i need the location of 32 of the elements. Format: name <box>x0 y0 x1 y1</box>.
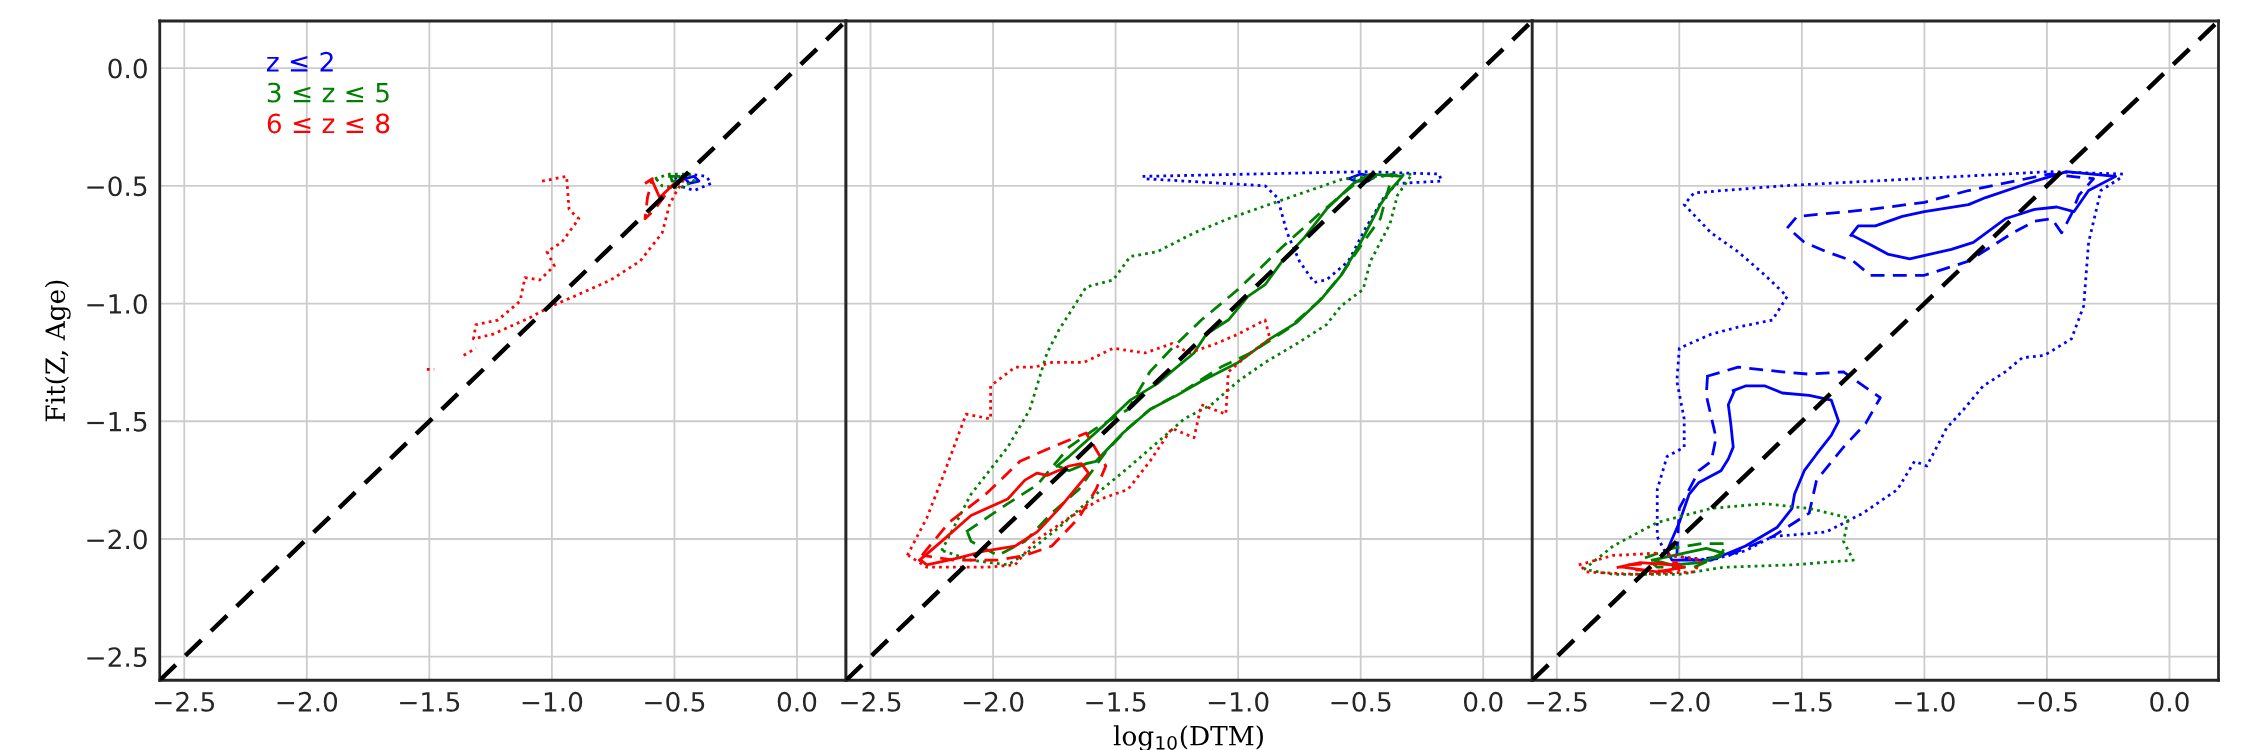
x-tick-label: 0.0 <box>777 691 817 712</box>
y-tick-label: −2.0 <box>87 529 147 550</box>
x-tick-label: −1.5 <box>1772 692 1832 712</box>
y-axis-title: Fit(Z, Age) <box>44 280 71 422</box>
x-tick-label: −0.5 <box>2017 691 2077 712</box>
y-tick-label: −2.5 <box>87 647 147 668</box>
x-tick-label: 0.0 <box>1463 691 1503 712</box>
line-series <box>673 172 713 192</box>
x-tick-label: −2.5 <box>1527 691 1587 712</box>
x-tick-label: −2.5 <box>841 691 901 712</box>
y-tick-label: −1.5 <box>87 412 147 432</box>
y-tick-label: −0.5 <box>87 176 147 197</box>
line-series <box>643 177 674 221</box>
line-series <box>653 172 696 190</box>
text: z ≤ 2 <box>266 51 333 72</box>
text: 6 ≤ z ≤ 8 <box>267 113 390 134</box>
x-tick-label: −0.5 <box>645 691 705 712</box>
x-tick-label: −1.0 <box>1895 691 1955 712</box>
x-tick-label: −0.5 <box>1331 691 1391 712</box>
line-series <box>472 175 686 341</box>
x-tick-label: −2.0 <box>963 691 1024 712</box>
x-tick-label: −1.0 <box>522 691 583 712</box>
x-tick-label: −1.5 <box>1086 692 1146 712</box>
x-tick-label: −1.5 <box>400 692 460 712</box>
x-tick-label: −2.5 <box>155 691 214 712</box>
y-tick-label: −1.0 <box>87 293 147 314</box>
x-tick-label: −1.0 <box>1208 691 1269 712</box>
y-tick-label: 0.0 <box>108 58 147 79</box>
text: 3 ≤ z ≤ 5 <box>267 82 389 103</box>
x-tick-label: 0.0 <box>2150 691 2189 712</box>
x-tick-label: −2.0 <box>1650 691 1710 712</box>
x-tick-label: −2.0 <box>277 691 338 712</box>
